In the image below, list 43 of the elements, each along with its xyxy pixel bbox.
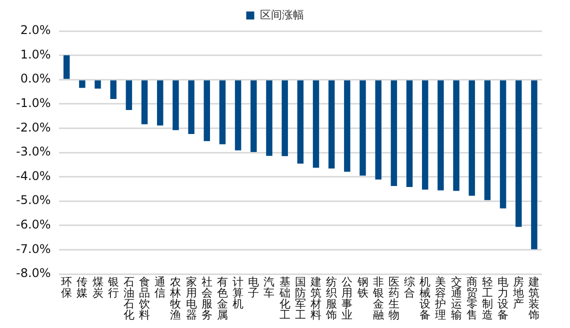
- x-tick-label: 社会服务: [201, 275, 212, 322]
- x-tick-label: 农林牧渔: [169, 275, 182, 322]
- y-tick-label: -1.0%: [16, 96, 51, 110]
- y-tick-label: -8.0%: [16, 266, 51, 280]
- x-tick-label: 建筑材料: [309, 275, 322, 322]
- y-tick-label: 2.0%: [20, 23, 51, 38]
- y-tick-label: -3.0%: [16, 144, 51, 159]
- x-tick-label: 轻工制造: [482, 275, 493, 322]
- x-tick-label: 交通运输: [450, 275, 462, 322]
- x-tick-label: 传媒: [76, 275, 88, 300]
- x-tick-label: 银行: [106, 275, 119, 300]
- x-tick-label: 钢铁: [356, 275, 368, 300]
- x-tick-label: 医药生物: [388, 275, 400, 322]
- y-tick-label: -4.0%: [16, 168, 51, 183]
- x-tick-label: 公用事业: [342, 275, 353, 322]
- x-tick-label: 纺织服饰: [325, 275, 338, 322]
- x-tick-label: 汽车: [264, 275, 275, 300]
- x-tick-label: 石油石化: [123, 275, 134, 322]
- legend-label: 区间涨幅: [260, 8, 304, 22]
- x-tick-label: 房地产: [512, 275, 524, 310]
- y-tick-label: 1.0%: [20, 47, 51, 62]
- x-tick-label: 电子: [248, 275, 260, 300]
- x-tick-label: 家用电器: [186, 275, 197, 322]
- y-tick-label: -7.0%: [16, 242, 51, 256]
- y-tick-label: -2.0%: [16, 120, 51, 134]
- x-tick-label: 综合: [404, 275, 416, 300]
- x-tick-label: 食品饮料: [138, 275, 150, 322]
- x-tick-label: 非银金融: [372, 275, 384, 322]
- x-tick-label: 煤炭: [92, 275, 104, 300]
- x-tick-label: 国防军工: [294, 275, 306, 322]
- x-tick-label: 环保: [61, 275, 72, 300]
- y-tick-label: -6.0%: [16, 218, 51, 232]
- x-tick-label: 计算机: [232, 275, 244, 310]
- x-tick-label: 机械设备: [420, 275, 431, 322]
- x-tick-label: 电力设备: [498, 275, 509, 322]
- x-tick-label: 通信: [154, 275, 166, 300]
- y-tick-label: 0.0%: [20, 72, 51, 86]
- x-tick-label: 基础化工: [278, 275, 290, 322]
- x-tick-label: 有色金属: [216, 275, 228, 322]
- x-tick-label: 美容护理: [434, 275, 446, 322]
- x-tick-label: 建筑装饰: [528, 275, 540, 322]
- y-tick-label: -5.0%: [16, 193, 51, 208]
- x-tick-label: 商贸零售: [466, 275, 478, 322]
